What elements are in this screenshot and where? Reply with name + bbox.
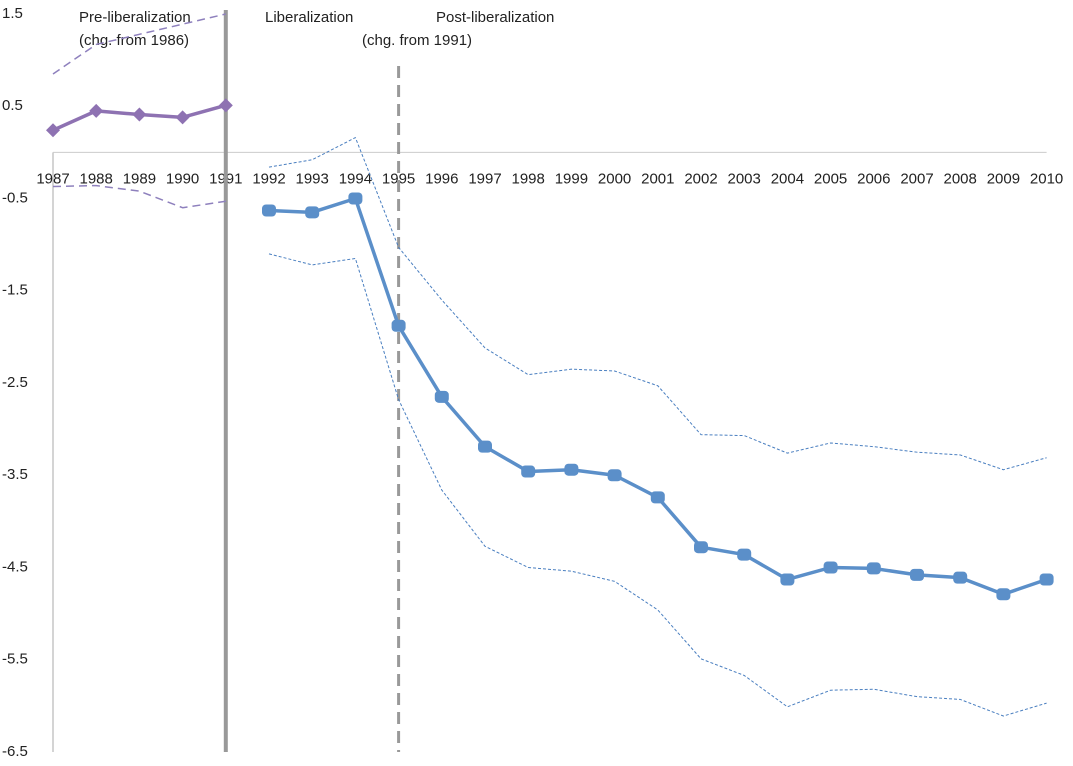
marker [89, 103, 104, 118]
marker [348, 192, 363, 205]
series-line [52, 184, 226, 209]
marker [650, 491, 665, 504]
x-tick-label: 1994 [339, 170, 372, 187]
series-line [268, 137, 1047, 471]
y-tick-label: 1.5 [2, 5, 23, 22]
x-tick-label: 1997 [468, 170, 501, 187]
marker [521, 465, 536, 478]
x-tick-label: 1992 [252, 170, 285, 187]
marker [478, 440, 492, 453]
annotation: Post-liberalization [436, 9, 554, 26]
x-tick-label: 2010 [1030, 170, 1063, 187]
marker [866, 562, 881, 575]
x-tick-label: 2003 [728, 170, 761, 187]
series-line [268, 196, 1048, 597]
x-tick-label: 1995 [382, 170, 415, 187]
series-line [52, 13, 226, 75]
x-tick-label: 1993 [296, 170, 329, 187]
marker [262, 204, 276, 217]
marker [823, 561, 838, 574]
y-tick-label: -5.5 [2, 651, 28, 668]
x-tick-label: 1999 [555, 170, 588, 187]
x-tick-label: 2000 [598, 170, 631, 187]
y-tick-label: -2.5 [2, 374, 28, 391]
x-tick-label: 2009 [987, 170, 1020, 187]
y-tick-label: -4.5 [2, 558, 28, 575]
x-tick-label: 2008 [944, 170, 977, 187]
y-tick-label: -3.5 [2, 466, 28, 483]
x-tick-label: 1987 [36, 170, 69, 187]
x-tick-label: 2006 [857, 170, 890, 187]
annotation: (chg. from 1991) [362, 32, 472, 49]
marker [391, 319, 406, 332]
series-line [268, 253, 1047, 717]
annotation: Liberalization [265, 9, 353, 26]
marker [910, 568, 924, 581]
y-tick-label: -6.5 [2, 743, 28, 760]
marker [780, 573, 795, 586]
annotation: Pre-liberalization [79, 9, 191, 26]
x-tick-label: 1996 [425, 170, 458, 187]
marker [175, 110, 190, 125]
x-tick-label: 1990 [166, 170, 199, 187]
x-tick-label: 2004 [771, 170, 804, 187]
x-tick-label: 1998 [512, 170, 545, 187]
marker [46, 123, 60, 138]
x-tick-label: 1988 [80, 170, 113, 187]
x-tick-label: 2007 [900, 170, 933, 187]
y-tick-label: -0.5 [2, 189, 28, 206]
marker [953, 571, 968, 584]
marker [996, 588, 1011, 601]
marker [305, 206, 320, 219]
marker [132, 107, 147, 122]
x-tick-label: 2001 [641, 170, 674, 187]
marker [564, 463, 579, 476]
marker [737, 548, 752, 561]
x-tick-label: 2002 [684, 170, 717, 187]
marker [607, 469, 622, 482]
marker [694, 541, 708, 554]
x-tick-label: 1989 [123, 170, 156, 187]
annotation: (chg. from 1986) [79, 32, 189, 49]
marker [1039, 573, 1054, 586]
marker [434, 390, 449, 403]
y-tick-label: 0.5 [2, 97, 23, 114]
x-tick-label: 2005 [814, 170, 847, 187]
y-tick-label: -1.5 [2, 282, 28, 299]
marker [218, 98, 233, 113]
